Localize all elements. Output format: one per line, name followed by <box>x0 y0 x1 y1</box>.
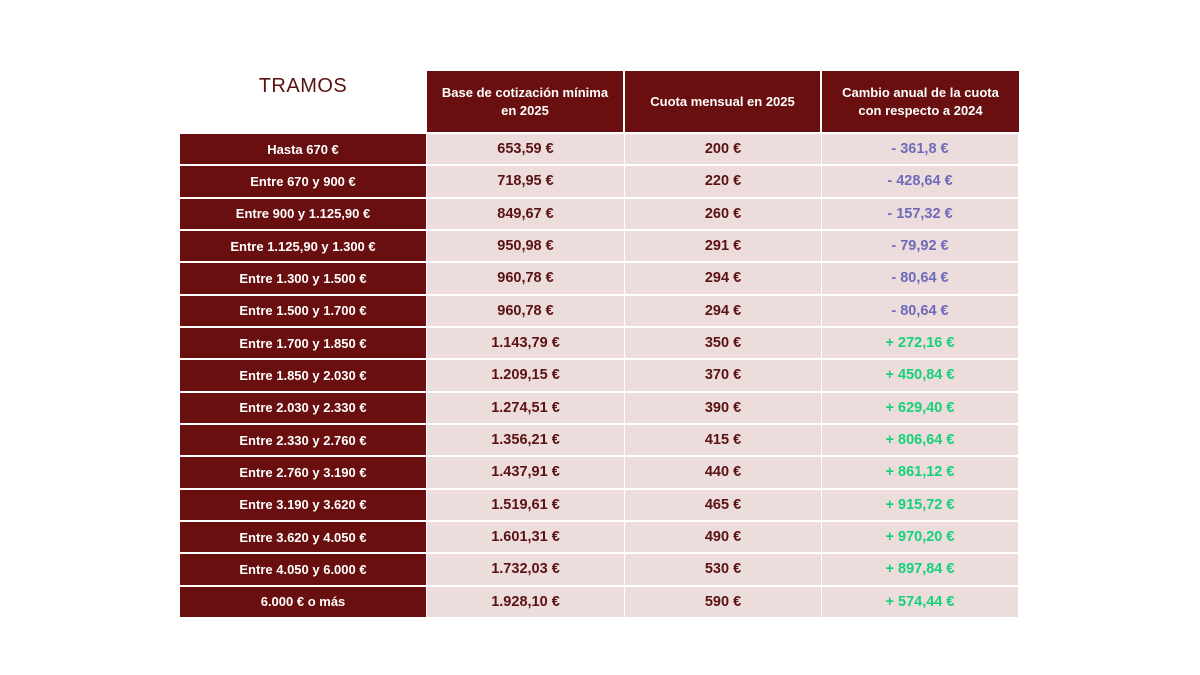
table-row: Entre 1.125,90 y 1.300 €950,98 €291 € - 7… <box>180 230 1018 264</box>
tramo-cell: Entre 1.125,90 y 1.300 € <box>180 230 426 264</box>
tramo-cell: Hasta 670 € <box>180 134 426 167</box>
base-cell: 1.143,79 € <box>426 327 624 361</box>
cambio-cell: - 79,92 € <box>821 230 1018 264</box>
tramo-cell: Entre 3.190 y 3.620 € <box>180 489 426 522</box>
cuota-cell: 200 € <box>624 134 821 167</box>
cuota-cell: 370 € <box>624 360 821 393</box>
table-row: Entre 4.050 y 6.000 €1.732,03 €530 € + 89… <box>180 554 1018 587</box>
cambio-cell: - 80,64 € <box>821 263 1018 296</box>
base-cell: 1.732,03 € <box>426 554 624 587</box>
cuota-cell: 260 € <box>624 198 821 231</box>
cambio-cell: + 915,72 € <box>821 489 1018 522</box>
cuota-cell: 294 € <box>624 295 821 328</box>
table-title: TRAMOS <box>258 75 348 97</box>
table-row: Entre 670 y 900 €718,95 €220 € - 428,64 € <box>180 166 1018 199</box>
tramo-cell: 6.000 € o más <box>180 586 426 619</box>
base-cell: 718,95 € <box>426 166 624 199</box>
cambio-cell: + 897,84 € <box>821 554 1018 587</box>
header-cambio-anual: Cambio anual de la cuota con respecto a … <box>822 71 1019 132</box>
cuota-cell: 415 € <box>624 424 821 458</box>
tramo-cell: Entre 2.030 y 2.330 € <box>180 392 426 425</box>
cuota-cell: 220 € <box>624 166 821 199</box>
cuota-cell: 590 € <box>624 586 821 619</box>
cuota-cell: 291 € <box>624 230 821 264</box>
tramo-cell: Entre 900 y 1.125,90 € <box>180 198 426 231</box>
base-cell: 1.274,51 € <box>426 392 624 425</box>
cambio-cell: + 806,64 € <box>821 424 1018 458</box>
cambio-cell: + 629,40 € <box>821 392 1018 425</box>
tramo-cell: Entre 2.330 y 2.760 € <box>180 424 426 458</box>
cambio-cell: + 574,44 € <box>821 586 1018 619</box>
table-body: Hasta 670 €653,59 €200 € - 361,8 € Entre 6… <box>180 134 1018 619</box>
tramo-cell: Entre 4.050 y 6.000 € <box>180 554 426 587</box>
cuota-cell: 530 € <box>624 554 821 587</box>
cambio-cell: + 450,84 € <box>821 360 1018 393</box>
cuota-cell: 390 € <box>624 392 821 425</box>
base-cell: 1.601,31 € <box>426 521 624 555</box>
base-cell: 1.437,91 € <box>426 457 624 490</box>
table-row: Entre 1.850 y 2.030 €1.209,15 €370 € + 45… <box>180 360 1018 393</box>
tramo-cell: Entre 1.500 y 1.700 € <box>180 295 426 328</box>
cuota-cell: 350 € <box>624 327 821 361</box>
table-row: Entre 900 y 1.125,90 €849,67 €260 € - 157… <box>180 198 1018 231</box>
cuota-cell: 440 € <box>624 457 821 490</box>
base-cell: 653,59 € <box>426 134 624 167</box>
header-base-cotizacion: Base de cotización mínima en 2025 <box>427 71 625 132</box>
base-cell: 1.209,15 € <box>426 360 624 393</box>
table-row: Entre 1.500 y 1.700 €960,78 €294 € - 80,6… <box>180 295 1018 328</box>
tramo-cell: Entre 1.700 y 1.850 € <box>180 327 426 361</box>
cambio-cell: - 428,64 € <box>821 166 1018 199</box>
base-cell: 950,98 € <box>426 230 624 264</box>
header-cuota-mensual: Cuota mensual en 2025 <box>625 71 822 132</box>
cuota-cell: 465 € <box>624 489 821 522</box>
tramo-cell: Entre 1.300 y 1.500 € <box>180 263 426 296</box>
cambio-cell: + 970,20 € <box>821 521 1018 555</box>
table-row: Entre 1.700 y 1.850 €1.143,79 €350 € + 27… <box>180 327 1018 361</box>
cambio-cell: - 361,8 € <box>821 134 1018 167</box>
base-cell: 1.519,61 € <box>426 489 624 522</box>
tramo-cell: Entre 3.620 y 4.050 € <box>180 521 426 555</box>
cambio-cell: - 157,32 € <box>821 198 1018 231</box>
table-row: Entre 1.300 y 1.500 €960,78 €294 € - 80,6… <box>180 263 1018 296</box>
table-row: 6.000 € o más 1.928,10 €590 € + 574,44 € <box>180 586 1018 619</box>
base-cell: 960,78 € <box>426 263 624 296</box>
base-cell: 1.356,21 € <box>426 424 624 458</box>
table-row: Entre 2.030 y 2.330 €1.274,51 €390 € + 62… <box>180 392 1018 425</box>
cambio-cell: + 861,12 € <box>821 457 1018 490</box>
base-cell: 960,78 € <box>426 295 624 328</box>
tramo-cell: Entre 670 y 900 € <box>180 166 426 199</box>
table-header: Base de cotización mínima en 2025 Cuota … <box>427 71 1019 132</box>
cuota-cell: 490 € <box>624 521 821 555</box>
table-row: Hasta 670 €653,59 €200 € - 361,8 € <box>180 134 1018 167</box>
base-cell: 1.928,10 € <box>426 586 624 619</box>
table-row: Entre 2.330 y 2.760 €1.356,21 €415 € + 80… <box>180 424 1018 458</box>
tramo-cell: Entre 2.760 y 3.190 € <box>180 457 426 490</box>
table-row: Entre 3.620 y 4.050 €1.601,31 €490 € + 97… <box>180 521 1018 555</box>
table-row: Entre 3.190 y 3.620 €1.519,61 €465 € + 91… <box>180 489 1018 522</box>
cambio-cell: - 80,64 € <box>821 295 1018 328</box>
cuota-cell: 294 € <box>624 263 821 296</box>
table-row: Entre 2.760 y 3.190 €1.437,91 €440 € + 86… <box>180 457 1018 490</box>
base-cell: 849,67 € <box>426 198 624 231</box>
tramo-cell: Entre 1.850 y 2.030 € <box>180 360 426 393</box>
cambio-cell: + 272,16 € <box>821 327 1018 361</box>
